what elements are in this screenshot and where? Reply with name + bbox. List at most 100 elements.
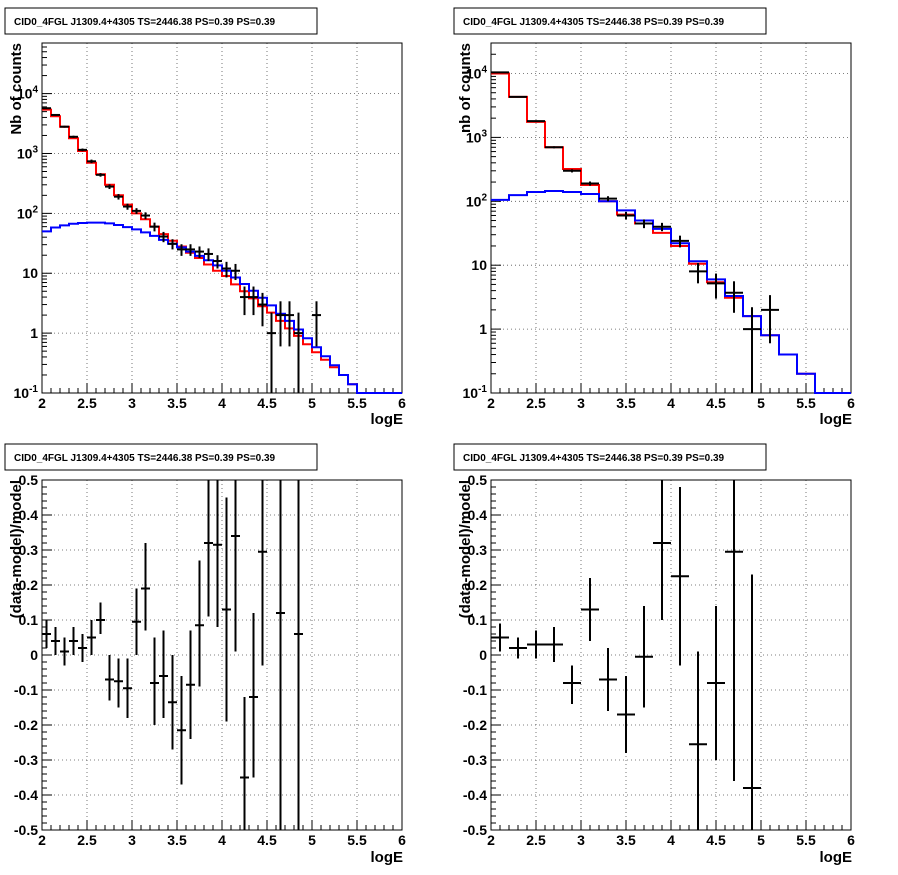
data-point [294,480,303,830]
data-point [240,697,249,830]
data-point [653,222,671,232]
data-point [617,676,635,753]
y-tick-label: -0.1 [14,682,38,698]
data-point [60,125,69,128]
data-point [725,480,743,781]
data-point [635,606,653,708]
x-tick-label: 3.5 [167,832,187,848]
x-tick-label: 5.5 [347,832,367,848]
data-point [123,658,132,718]
data-layer [42,480,303,830]
data-point [123,203,132,210]
y-tick-label: 102 [17,204,39,221]
x-axis-title: logE [820,411,853,428]
data-point [527,120,545,123]
data-point [96,173,105,177]
data-point [249,613,258,778]
data-point [150,637,159,725]
x-tick-label: 2 [38,395,46,411]
y-tick-label: 1 [30,325,38,341]
x-tick-label: 5.5 [796,395,816,411]
x-tick-label: 4.5 [257,832,277,848]
data-point [78,634,87,662]
data-point [276,301,285,347]
y-tick-label: -0.4 [14,787,38,803]
data-point [42,107,51,110]
x-tick-label: 6 [398,395,406,411]
x-axis-title: logE [371,411,404,428]
x-tick-label: 2.5 [526,832,546,848]
plot-title: CID0_4FGL J1309.4+4305 TS=2446.38 PS=0.3… [463,453,725,464]
plot-title: CID0_4FGL J1309.4+4305 TS=2446.38 PS=0.3… [14,453,276,464]
data-point [509,95,527,98]
x-tick-label: 2.5 [526,395,546,411]
data-point [195,246,204,258]
plot-frame [490,479,852,831]
x-axis-title: logE [820,849,853,866]
data-point [671,235,689,248]
panel-counts-right: CID0_4FGL J1309.4+4305 TS=2446.38 PS=0.3… [453,7,855,428]
data-point [159,231,168,243]
data-point [114,194,123,200]
y-tick-label: 10-1 [463,384,488,401]
y-axis-title: (data-model)/model [8,480,25,618]
x-tick-label: 3 [128,832,136,848]
data-point [653,480,671,620]
data-point [545,146,563,149]
data-point [213,480,222,627]
y-tick-label: 102 [466,192,488,209]
data-point [689,263,707,284]
data-point [231,263,240,281]
data-point [671,487,689,666]
x-tick-label: 5.5 [347,395,367,411]
y-tick-label: -0.2 [14,717,38,733]
data-point [105,184,114,190]
data-point [527,630,545,659]
y-tick-label: 0.3 [19,542,39,558]
data-point [743,574,761,830]
data-point [141,212,150,220]
source-model-line [42,221,402,394]
data-point [177,244,186,256]
x-tick-label: 2.5 [77,395,97,411]
title-box [4,443,318,471]
data-point [60,637,69,666]
x-tick-label: 4 [667,832,675,848]
x-tick-label: 2 [38,832,46,848]
panel-residuals-right: CID0_4FGL J1309.4+4305 TS=2446.38 PS=0.3… [453,443,855,866]
data-point [276,480,285,830]
data-point [545,627,563,662]
data-point [267,312,276,393]
data-point [491,71,509,74]
y-tick-label: -0.4 [463,787,487,803]
data-point [195,560,204,687]
source-model-line [491,190,851,394]
y-tick-label: -0.2 [463,717,487,733]
y-tick-label: -0.3 [14,752,38,768]
axes: 2 2.5 3 3.5 4 4.5 5 5.5 6 -0.5 -0.4 -0.3 -0.2 -0.1 0 0.… [14,472,406,848]
data-point [51,113,60,116]
data-point [581,578,599,641]
x-tick-label: 6 [847,832,855,848]
axes: 2 2.5 3 3.5 4 4.5 5 5.5 6 10-1 1 10 102 103 104 [14,42,406,411]
data-point [42,620,51,648]
y-tick-label: 10 [22,265,38,281]
y-tick-label: 0.5 [19,472,39,488]
x-tick-label: 3 [577,832,585,848]
x-tick-label: 3.5 [167,395,187,411]
data-point [743,307,761,393]
data-point [707,273,725,299]
x-tick-label: 2 [487,832,495,848]
y-tick-label: 0.5 [468,472,488,488]
grid [42,43,402,393]
data-point [96,602,105,634]
y-tick-label: 0.1 [19,612,39,628]
x-tick-label: 4 [218,395,226,411]
panel-counts-left: CID0_4FGL J1309.4+4305 TS=2446.38 PS=0.3… [4,7,406,428]
y-tick-label: 0.3 [468,542,488,558]
x-tick-label: 3 [128,395,136,411]
data-point [258,292,267,327]
data-point [689,651,707,830]
data-point [105,655,114,701]
